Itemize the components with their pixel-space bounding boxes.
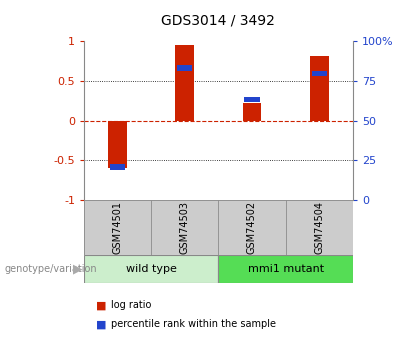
- Text: ■: ■: [96, 319, 106, 329]
- Text: GSM74502: GSM74502: [247, 201, 257, 254]
- Bar: [312, 71, 327, 76]
- Bar: [243, 103, 261, 121]
- Bar: [176, 46, 194, 121]
- Bar: [218, 200, 286, 255]
- Bar: [110, 164, 125, 170]
- Text: ▶: ▶: [73, 263, 82, 276]
- Text: ■: ■: [96, 300, 106, 310]
- Bar: [108, 121, 127, 168]
- Bar: [151, 200, 218, 255]
- Text: GSM74504: GSM74504: [314, 201, 324, 254]
- Text: mmi1 mutant: mmi1 mutant: [247, 264, 324, 274]
- Bar: [84, 255, 218, 283]
- Text: wild type: wild type: [126, 264, 177, 274]
- Text: genotype/variation: genotype/variation: [4, 264, 97, 274]
- Bar: [310, 56, 328, 121]
- Bar: [177, 65, 192, 71]
- Text: log ratio: log ratio: [111, 300, 152, 310]
- Text: percentile rank within the sample: percentile rank within the sample: [111, 319, 276, 329]
- Text: GSM74503: GSM74503: [180, 201, 190, 254]
- Bar: [84, 200, 151, 255]
- Bar: [286, 200, 353, 255]
- Text: GSM74501: GSM74501: [113, 201, 123, 254]
- Bar: [218, 255, 353, 283]
- Text: GDS3014 / 3492: GDS3014 / 3492: [161, 14, 276, 28]
- Bar: [244, 97, 260, 102]
